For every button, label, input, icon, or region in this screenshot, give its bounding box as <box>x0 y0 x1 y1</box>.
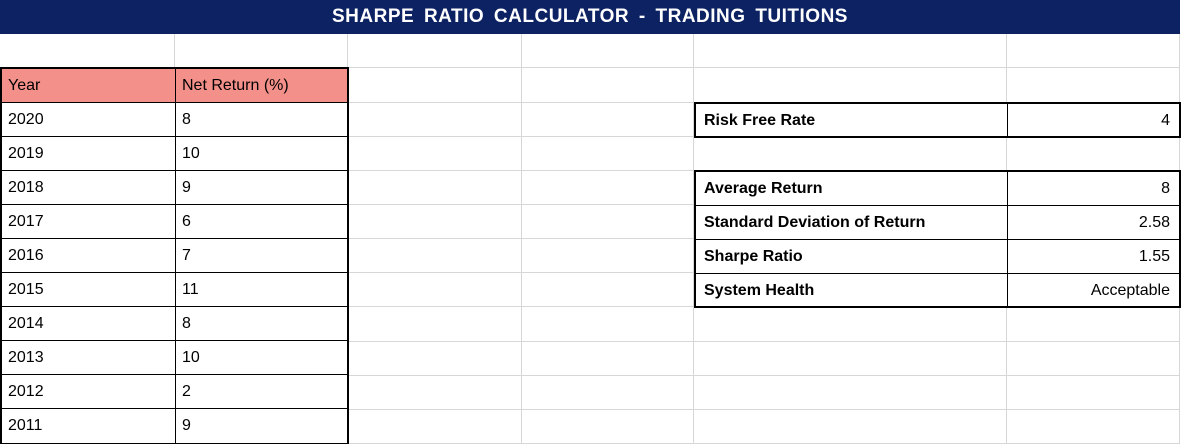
year-cell[interactable]: 2018 <box>2 171 176 204</box>
gridline <box>0 102 1180 103</box>
gridline <box>0 67 1180 68</box>
net-return-header-cell[interactable]: Net Return (%) <box>176 69 347 102</box>
gridline <box>0 204 1180 205</box>
risk-free-rate-box: Risk Free Rate 4 <box>694 102 1181 138</box>
table-row: 2012 2 <box>2 375 347 409</box>
gridline <box>0 170 1180 171</box>
returns-table-header-row: Year Net Return (%) <box>2 69 347 103</box>
year-cell[interactable]: 2020 <box>2 103 176 136</box>
year-header-cell[interactable]: Year <box>2 69 176 102</box>
table-row: 2018 9 <box>2 171 347 205</box>
net-return-cell[interactable]: 8 <box>182 314 191 332</box>
net-return-cell[interactable]: 9 <box>182 417 191 434</box>
sharpe-ratio-label-cell[interactable]: Sharpe Ratio <box>696 240 1008 273</box>
year-cell[interactable]: 2019 <box>2 137 176 170</box>
table-row: 2016 7 <box>2 239 347 273</box>
table-row: 2019 10 <box>2 137 347 171</box>
standard-deviation-label-cell[interactable]: Standard Deviation of Return <box>696 206 1008 239</box>
gridline <box>0 409 1180 410</box>
gridline <box>693 34 694 444</box>
gridline <box>0 306 1180 307</box>
year-cell[interactable]: 2015 <box>2 273 176 306</box>
table-row: 2013 10 <box>2 341 347 375</box>
gridline <box>0 136 1180 137</box>
table-row: 2020 8 <box>2 103 347 137</box>
table-row: 2017 6 <box>2 205 347 239</box>
table-row: 2011 9 <box>2 409 347 443</box>
gridline <box>0 238 1180 239</box>
net-return-cell[interactable]: 8 <box>182 110 191 128</box>
net-return-cell[interactable]: 11 <box>182 280 199 298</box>
year-cell[interactable]: 2014 <box>2 307 176 340</box>
average-return-label-cell[interactable]: Average Return <box>696 172 1008 205</box>
risk-free-rate-row: Risk Free Rate 4 <box>696 104 1179 138</box>
average-return-row: Average Return 8 <box>696 172 1179 206</box>
year-cell[interactable]: 2013 <box>2 341 176 374</box>
net-return-cell[interactable]: 10 <box>182 348 200 366</box>
year-cell[interactable]: 2012 <box>2 375 176 408</box>
system-health-row: System Health Acceptable <box>696 274 1179 308</box>
net-return-cell[interactable]: 9 <box>182 178 191 196</box>
standard-deviation-value-cell[interactable]: 2.58 <box>1138 213 1170 231</box>
average-return-value-cell[interactable]: 8 <box>1161 179 1170 197</box>
gridline <box>0 375 1180 376</box>
net-return-cell[interactable]: 2 <box>182 382 191 400</box>
net-return-cell[interactable]: 6 <box>182 212 191 230</box>
sharpe-ratio-value-cell[interactable]: 1.55 <box>1138 247 1170 265</box>
standard-deviation-row: Standard Deviation of Return 2.58 <box>696 206 1179 240</box>
system-health-value-cell[interactable]: Acceptable <box>1090 282 1170 299</box>
gridline <box>0 341 1180 342</box>
title-bar[interactable]: SHARPE RATIO CALCULATOR - TRADING TUITIO… <box>0 0 1180 34</box>
system-health-label-cell[interactable]: System Health <box>696 274 1008 308</box>
net-return-cell[interactable]: 7 <box>182 246 191 264</box>
table-row: 2014 8 <box>2 307 347 341</box>
table-row: 2015 11 <box>2 273 347 307</box>
risk-free-rate-label-cell[interactable]: Risk Free Rate <box>696 104 1008 138</box>
year-cell[interactable]: 2017 <box>2 205 176 238</box>
returns-table: Year Net Return (%) 2020 8 2019 10 2018 … <box>0 67 349 444</box>
net-return-cell[interactable]: 10 <box>182 144 200 162</box>
page-title: SHARPE RATIO CALCULATOR - TRADING TUITIO… <box>332 6 848 27</box>
gridline <box>521 34 522 444</box>
statistics-box: Average Return 8 Standard Deviation of R… <box>694 170 1181 308</box>
year-cell[interactable]: 2011 <box>2 409 176 443</box>
sharpe-ratio-row: Sharpe Ratio 1.55 <box>696 240 1179 274</box>
risk-free-rate-value-cell[interactable]: 4 <box>1161 112 1170 129</box>
year-cell[interactable]: 2016 <box>2 239 176 272</box>
gridline <box>0 272 1180 273</box>
